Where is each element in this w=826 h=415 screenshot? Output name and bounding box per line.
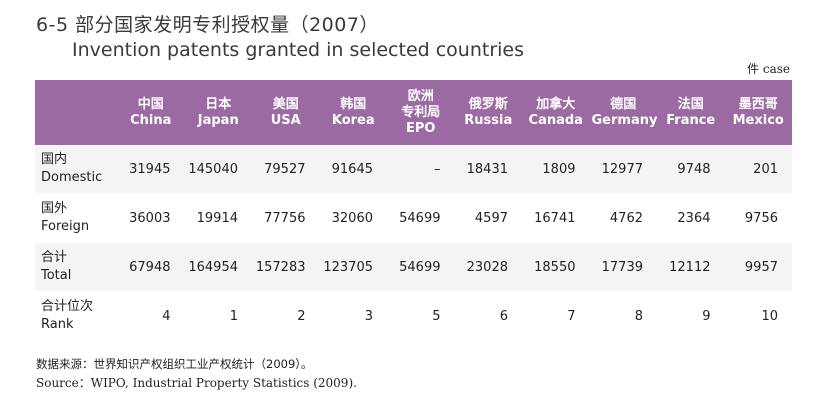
table-cell: 31945: [117, 145, 185, 194]
source-note-english: Source：WIPO, Industrial Property Statist…: [36, 376, 357, 390]
column-header-cn: 专利局: [401, 104, 441, 120]
column-header-en: Korea: [331, 112, 375, 128]
title-chinese: 6-5 部分国家发明专利授权量（2007）: [36, 14, 379, 36]
table-row-total: 合计 Total 67948 164954 157283 123705 54699…: [35, 242, 792, 292]
table-cell: 16741: [522, 193, 590, 243]
column-header-cn: 中国: [137, 96, 164, 112]
table-cell: 1809: [522, 145, 590, 194]
column-header-china: 中国 China: [117, 80, 185, 145]
row-header-cn: 合计: [41, 250, 68, 265]
table-cell: 9: [657, 291, 725, 341]
table-cell: 77756: [252, 193, 320, 243]
column-header-usa: 美国 USA: [252, 80, 320, 145]
table-cell: 5: [387, 291, 455, 341]
column-header-en: EPO: [406, 120, 436, 136]
column-header-japan: 日本 Japan: [184, 80, 252, 145]
table-cell: 1: [184, 291, 252, 341]
table-cell: 23028: [454, 242, 522, 292]
table-cell: 3: [319, 291, 387, 341]
column-header-cn: 韩国: [340, 96, 367, 112]
row-header-en: Total: [41, 268, 72, 283]
table-cell: 12112: [657, 242, 725, 292]
table-row-foreign: 国外 Foreign 36003 19914 77756 32060 54699 …: [35, 193, 792, 243]
column-header-mexico: 墨西哥 Mexico: [724, 80, 792, 145]
patents-table: 中国 China 日本 Japan 美国 USA 韩国 Korea 欧洲 专利局 EPO 俄…: [35, 80, 792, 341]
column-header-en: Canada: [528, 112, 583, 128]
column-header-cn: 俄罗斯: [468, 96, 508, 112]
unit-label: 件 case: [747, 62, 790, 76]
column-header-korea: 韩国 Korea: [319, 80, 387, 145]
row-header-en: Rank: [41, 317, 74, 332]
table-cell: 36003: [117, 193, 185, 243]
table-cell: 123705: [319, 242, 387, 292]
table-cell: 18431: [454, 145, 522, 194]
row-header-en: Domestic: [41, 170, 103, 185]
table-cell: 32060: [319, 193, 387, 243]
column-header-en: Mexico: [732, 112, 784, 128]
column-header-en: China: [130, 112, 172, 128]
source-note-chinese: 数据来源：世界知识产权组织工业产权统计（2009）。: [36, 357, 313, 371]
table-cell: 91645: [319, 145, 387, 194]
table-cell: 17739: [589, 242, 657, 292]
table-cell: 2364: [657, 193, 725, 243]
column-header-canada: 加拿大 Canada: [522, 80, 590, 145]
row-header-cn: 合计位次: [41, 299, 94, 314]
table-cell: 8: [589, 291, 657, 341]
table-cell: 2: [252, 291, 320, 341]
table-cell: 4762: [589, 193, 657, 243]
table-cell: –: [387, 145, 455, 194]
row-header: 合计 Total: [35, 242, 117, 292]
header-corner: [35, 80, 117, 145]
column-header-en: Germany: [591, 112, 658, 128]
row-header: 国外 Foreign: [35, 193, 117, 243]
table-cell: 18550: [522, 242, 590, 292]
table-cell: 6: [454, 291, 522, 341]
table-cell: 145040: [184, 145, 252, 194]
column-header-en: USA: [270, 112, 301, 128]
column-header-cn: 法国: [677, 96, 704, 112]
table-cell: 7: [522, 291, 590, 341]
table-cell: 9748: [657, 145, 725, 194]
column-header-france: 法国 France: [657, 80, 725, 145]
column-header-cn: 德国: [610, 96, 637, 112]
column-header-en: Japan: [197, 112, 239, 128]
column-header-en: Russia: [464, 112, 513, 128]
table-cell: 157283: [252, 242, 320, 292]
table-row-rank: 合计位次 Rank 4 1 2 3 5 6 7 8 9 10: [35, 291, 792, 341]
column-header-cn: 欧洲: [407, 88, 434, 104]
column-header-cn: 墨西哥: [738, 96, 778, 112]
column-header-germany: 德国 Germany: [589, 80, 658, 145]
row-header: 国内 Domestic: [35, 145, 117, 194]
column-header-en: France: [666, 112, 716, 128]
table-cell: 9756: [724, 193, 792, 243]
row-header-cn: 国内: [41, 152, 68, 167]
table-cell: 54699: [387, 193, 455, 243]
row-header: 合计位次 Rank: [35, 291, 117, 341]
header-row: 中国 China 日本 Japan 美国 USA 韩国 Korea 欧洲 专利局 EPO 俄…: [35, 80, 792, 145]
table-cell: 79527: [252, 145, 320, 194]
column-header-cn: 日本: [205, 96, 232, 112]
column-header-cn: 加拿大: [536, 96, 576, 112]
table-cell: 10: [724, 291, 792, 341]
table-cell: 201: [724, 145, 792, 194]
row-header-cn: 国外: [41, 201, 68, 216]
title-english: Invention patents granted in selected co…: [72, 39, 525, 61]
table-cell: 4: [117, 291, 185, 341]
table-cell: 19914: [184, 193, 252, 243]
column-header-russia: 俄罗斯 Russia: [454, 80, 522, 145]
table-cell: 4597: [454, 193, 522, 243]
table-cell: 9957: [724, 242, 792, 292]
table-cell: 54699: [387, 242, 455, 292]
table-cell: 67948: [117, 242, 185, 292]
table-row-domestic: 国内 Domestic 31945 145040 79527 91645 – 18…: [35, 145, 792, 194]
table-cell: 164954: [184, 242, 252, 292]
column-header-cn: 美国: [272, 96, 299, 112]
column-header-epo: 欧洲 专利局 EPO: [387, 80, 455, 145]
row-header-en: Foreign: [41, 219, 90, 234]
table-cell: 12977: [589, 145, 657, 194]
